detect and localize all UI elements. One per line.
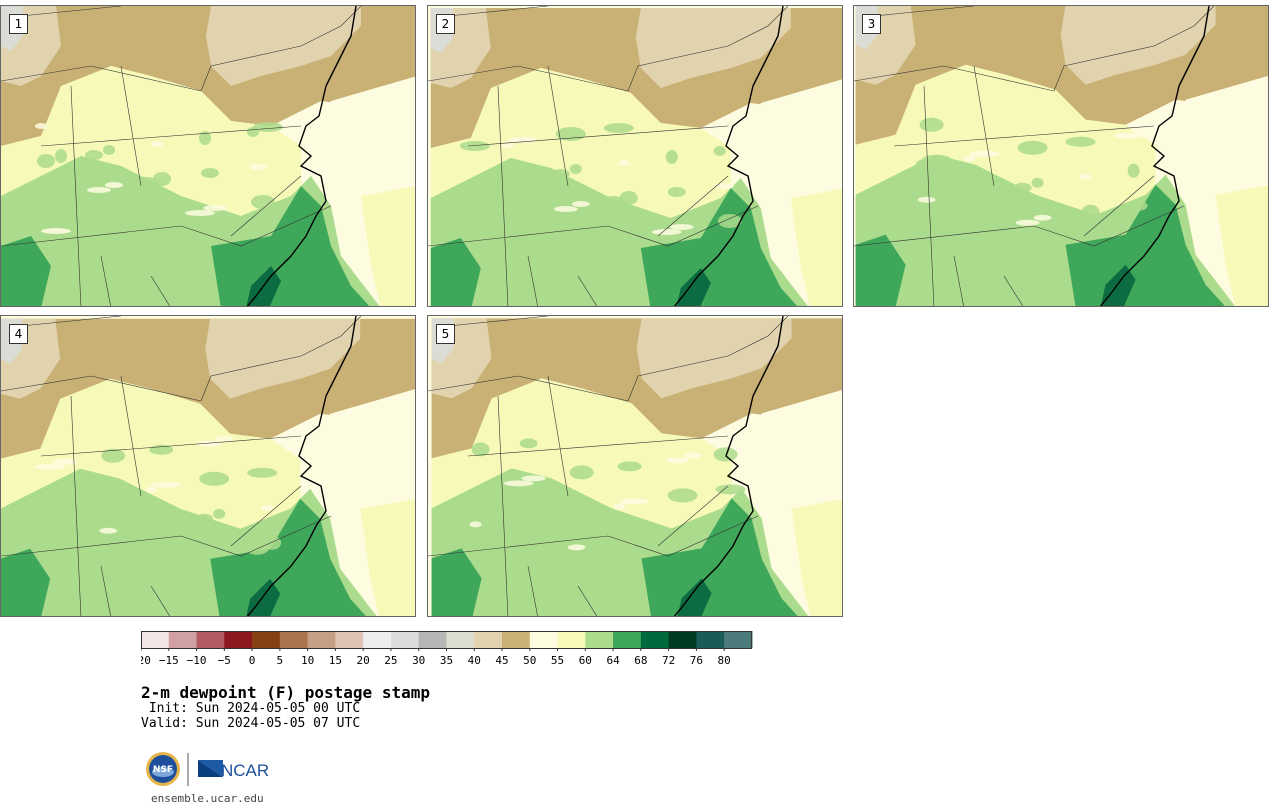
- chart-title: 2-m dewpoint (F) postage stamp: [141, 683, 430, 702]
- colorbar-tick-label: 64: [606, 654, 620, 667]
- init-time: Init: Sun 2024-05-05 00 UTC: [141, 701, 361, 716]
- colorbar-swatch: [446, 631, 475, 648]
- colorbar-tick-label: 40: [468, 654, 481, 667]
- map-svg: [1, 316, 415, 616]
- colorbar-tick-label: 30: [412, 654, 425, 667]
- colorbar-swatch: [585, 631, 614, 648]
- colorbar-tick-label: 15: [329, 654, 342, 667]
- colorbar-swatch: [502, 631, 531, 648]
- map-svg: [1, 6, 415, 306]
- colorbar-swatch: [363, 631, 392, 648]
- colorbar-swatch: [168, 631, 198, 648]
- colorbar-swatch: [307, 631, 336, 648]
- nsf-seal-icon: NSF: [146, 752, 180, 786]
- colorbar-swatch: [390, 631, 420, 648]
- colorbar-swatch: [252, 631, 281, 648]
- colorbar-swatch: [640, 631, 670, 648]
- colorbar-tick-label: 60: [579, 654, 592, 667]
- ncar-mark-icon: [198, 760, 223, 777]
- site-url[interactable]: ensemble.ucar.edu: [151, 792, 264, 805]
- forecast-panel-4: 4: [0, 315, 416, 617]
- map-svg: [428, 316, 842, 616]
- colorbar-tick-label: −5: [218, 654, 231, 667]
- panel-number: 1: [9, 14, 28, 34]
- colorbar-swatch: [529, 631, 559, 648]
- colorbar-swatch: [474, 631, 503, 648]
- ncar-text: NCAR: [221, 761, 269, 780]
- colorbar-tick-label: 0: [249, 654, 256, 667]
- colorbar-tick-label: 45: [495, 654, 508, 667]
- forecast-panel-5: 5: [427, 315, 843, 617]
- colorbar-tick-label: 68: [634, 654, 647, 667]
- colorbar-tick-label: 5: [277, 654, 284, 667]
- colorbar-tick-label: 20: [357, 654, 370, 667]
- map-svg: [854, 6, 1268, 306]
- colorbar-tick-label: 76: [690, 654, 703, 667]
- colorbar-tick-label: 80: [718, 654, 731, 667]
- colorbar-tick-label: 35: [440, 654, 453, 667]
- colorbar-swatch: [418, 631, 448, 648]
- colorbar-swatch: [668, 631, 697, 648]
- colorbar-swatch: [279, 631, 309, 648]
- colorbar-tick-label: 10: [301, 654, 314, 667]
- forecast-panel-2: 2: [427, 5, 843, 307]
- colorbar-swatch: [724, 631, 753, 648]
- colorbar-swatch: [696, 631, 725, 648]
- valid-time: Valid: Sun 2024-05-05 07 UTC: [141, 716, 361, 731]
- colorbar-tick-label: 72: [662, 654, 675, 667]
- panel-number: 5: [436, 324, 455, 344]
- colorbar-swatch: [141, 631, 170, 648]
- colorbar-swatch: [196, 631, 225, 648]
- colorbar-swatch: [613, 631, 642, 648]
- map-svg: [428, 6, 842, 306]
- colorbar-tick-label: −10: [187, 654, 207, 667]
- colorbar: −20 −15 −10 −5 0 5 10 15 20 25 30 35 40 45 50 55 60 64 68 7…: [141, 631, 753, 667]
- colorbar-swatch: [557, 631, 586, 648]
- colorbar-tick-label: −20: [141, 654, 151, 667]
- colorbar-tick-label: −15: [159, 654, 179, 667]
- nsf-ncar-logo: NSF NCAR: [146, 752, 269, 786]
- nsf-text: NSF: [153, 765, 173, 775]
- colorbar-tick-label: 50: [523, 654, 536, 667]
- panel-number: 4: [9, 324, 28, 344]
- colorbar-swatch: [224, 631, 253, 648]
- colorbar-swatch: [335, 631, 364, 648]
- panel-number: 2: [436, 14, 455, 34]
- colorbar-tick-label: 25: [384, 654, 397, 667]
- colorbar-tick-label: 55: [551, 654, 564, 667]
- forecast-panel-3: 3: [853, 5, 1269, 307]
- forecast-panel-1: 1: [0, 5, 416, 307]
- panel-number: 3: [862, 14, 881, 34]
